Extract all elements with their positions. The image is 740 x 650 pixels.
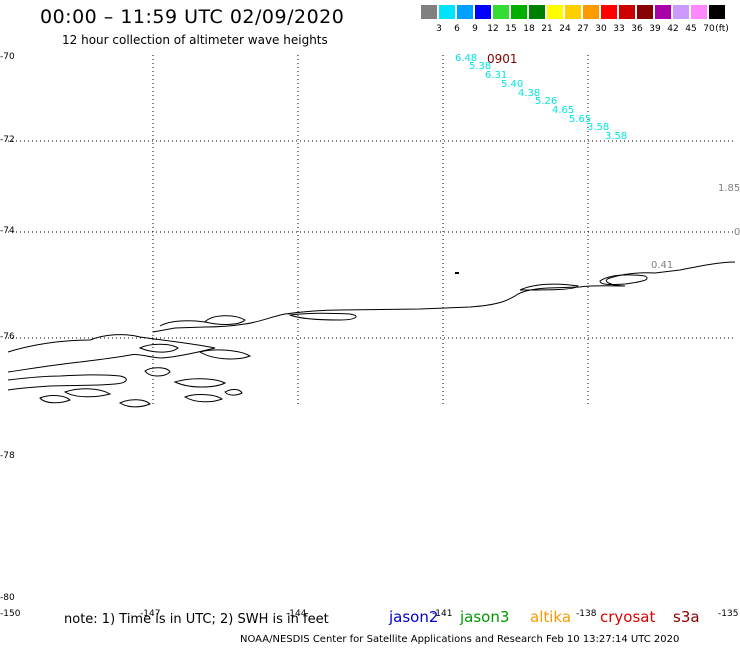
legend-swatch <box>619 5 635 19</box>
legend-swatch <box>439 5 455 19</box>
legend-unit: (ft) <box>715 24 729 34</box>
legend-label: 30 <box>595 24 607 34</box>
wave-height-value: 5.26 <box>535 96 558 107</box>
wave-height-value: 6.48 <box>455 53 478 64</box>
legend-label: 24 <box>559 24 571 34</box>
satellite-jason3: jason3 <box>460 608 510 626</box>
credit-line: NOAA/NESDIS Center for Satellite Applica… <box>240 634 680 645</box>
legend-label: 15 <box>505 24 517 34</box>
lat-label-76: -76 <box>0 332 15 342</box>
lon-label-141: -141 <box>432 609 453 619</box>
satellite-altika: altika <box>530 608 572 626</box>
legend-label: 6 <box>454 24 460 34</box>
legend-swatch <box>565 5 581 19</box>
legend-swatch <box>709 5 725 19</box>
wave-height-value: 5.38 <box>469 61 492 72</box>
legend-swatch <box>673 5 689 19</box>
legend-swatch <box>547 5 563 19</box>
track-time-label: 0901 <box>487 52 518 66</box>
wave-height-value-grey: 0 <box>734 227 740 238</box>
legend-swatch <box>493 5 509 19</box>
wave-height-value: 3.58 <box>587 122 610 133</box>
legend-swatch <box>475 5 491 19</box>
satellite-jason2: jason2 <box>389 608 439 626</box>
graticule <box>8 55 735 407</box>
legend-swatch <box>529 5 545 19</box>
satellite-cryosat: cryosat <box>600 608 656 626</box>
legend-swatch <box>511 5 527 19</box>
legend-swatch <box>655 5 671 19</box>
wave-height-value: 5.65 <box>569 114 592 125</box>
satellite-s3a: s3a <box>673 608 700 626</box>
legend-swatch <box>637 5 653 19</box>
wave-height-value: 4.65 <box>552 105 575 116</box>
legend-label: 9 <box>472 24 478 34</box>
lat-label-80: -80 <box>0 593 15 603</box>
legend-label: 39 <box>649 24 661 34</box>
legend-label: 33 <box>613 24 625 34</box>
wave-height-value-grey: 1.85 <box>718 183 740 194</box>
legend-swatch <box>421 5 437 19</box>
lon-label-144: -144 <box>286 609 307 619</box>
lon-label-138: -138 <box>576 609 597 619</box>
legend-label: 27 <box>577 24 589 34</box>
lon-label-147: -147 <box>140 609 161 619</box>
legend-label: 21 <box>541 24 553 34</box>
legend-label: 42 <box>667 24 679 34</box>
legend-label: 12 <box>487 24 499 34</box>
legend-label: 45 <box>685 24 697 34</box>
lat-label-70: -70 <box>0 52 15 62</box>
lon-label-150: -150 <box>0 609 21 619</box>
legend-label: 18 <box>523 24 535 34</box>
wave-height-value-grey: 0.41 <box>651 260 674 271</box>
wave-height-value: 6.31 <box>485 70 508 81</box>
lat-label-78: -78 <box>0 451 15 461</box>
lon-label-135: -135 <box>718 609 739 619</box>
map-subtitle: 12 hour collection of altimeter wave hei… <box>62 33 328 47</box>
wave-height-value: 3.58 <box>605 131 628 142</box>
lat-label-74: -74 <box>0 226 15 236</box>
legend-label: 70 <box>703 24 715 34</box>
legend-label: 3 <box>436 24 442 34</box>
legend-swatch <box>457 5 473 19</box>
legend-label: 36 <box>631 24 643 34</box>
legend-swatch <box>601 5 617 19</box>
coastline <box>7 261 736 408</box>
wave-height-value: 5.40 <box>501 79 524 90</box>
legend-swatch <box>691 5 707 19</box>
map-title: 00:00 – 11:59 UTC 02/09/2020 <box>40 6 345 28</box>
footnote: note: 1) Time is in UTC; 2) SWH is in fe… <box>64 612 329 627</box>
legend-swatch <box>583 5 599 19</box>
wave-height-value: 4.38 <box>518 88 541 99</box>
lat-label-72: -72 <box>0 135 15 145</box>
